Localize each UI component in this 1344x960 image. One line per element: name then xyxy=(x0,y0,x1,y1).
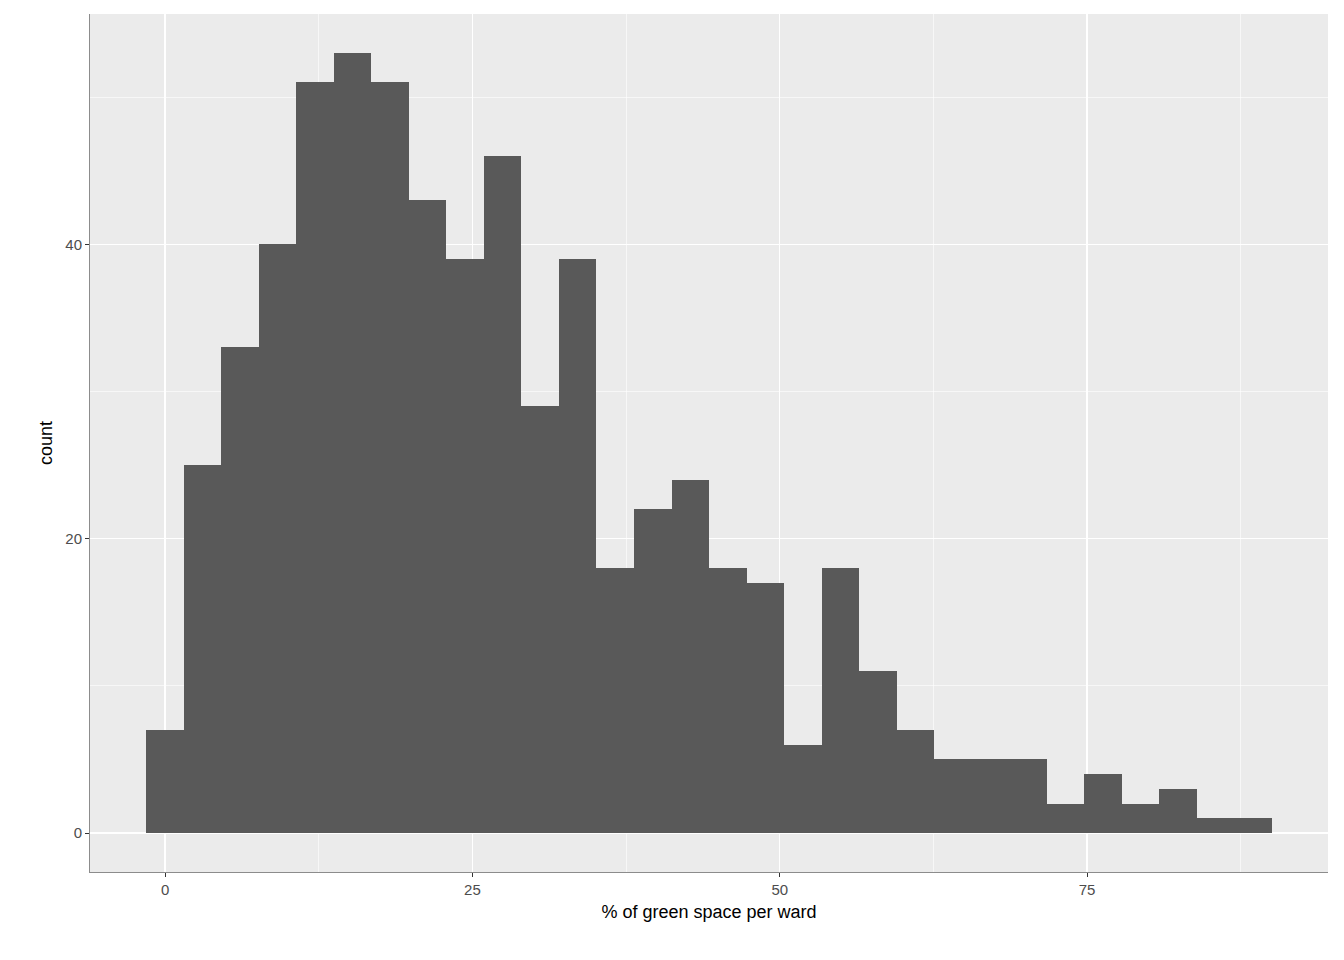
svg-text:% of green space per ward: % of green space per ward xyxy=(601,902,816,922)
svg-text:count: count xyxy=(36,421,56,465)
svg-text:20: 20 xyxy=(65,530,82,547)
svg-text:75: 75 xyxy=(1079,881,1096,898)
svg-text:0: 0 xyxy=(161,881,169,898)
svg-text:40: 40 xyxy=(65,236,82,253)
svg-text:50: 50 xyxy=(771,881,788,898)
svg-text:0: 0 xyxy=(74,824,82,841)
svg-text:25: 25 xyxy=(464,881,481,898)
